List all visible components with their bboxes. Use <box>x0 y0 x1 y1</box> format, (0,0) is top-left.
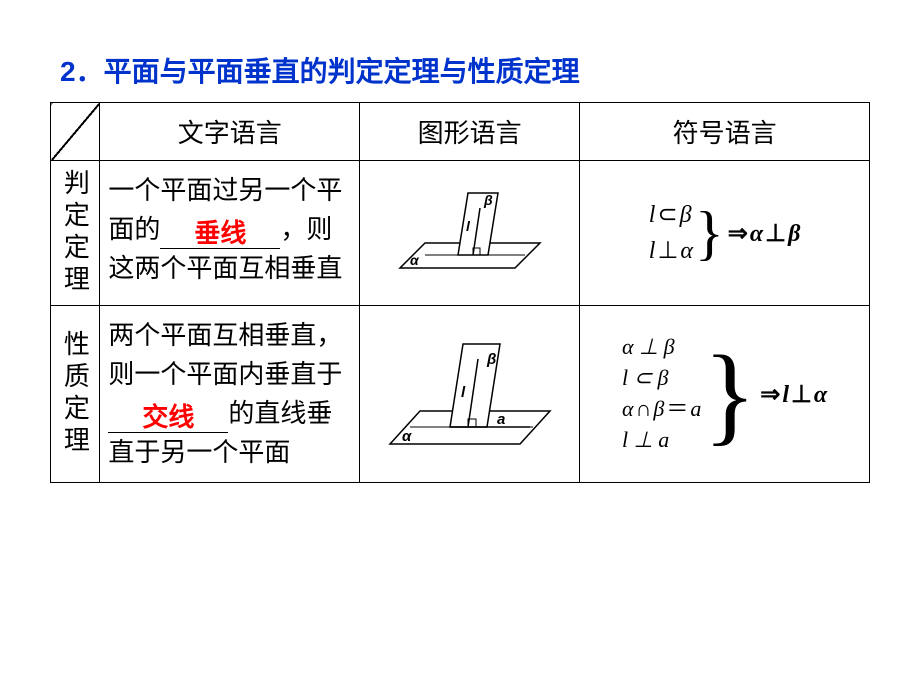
judgment-symbols: l⊂β l⊥α } ⇒α⊥β <box>580 161 870 306</box>
header-text: 文字语言 <box>100 103 360 161</box>
svg-text:α: α <box>402 428 412 445</box>
row-label-property: 性质定理 <box>51 306 100 483</box>
svg-text:α: α <box>410 252 420 268</box>
header-figure: 图形语言 <box>360 103 580 161</box>
property-text: 两个平面互相垂直，则一个平面内垂直于交线的直线垂直于另一个平面 <box>100 306 360 483</box>
property-figure: β l a α <box>360 306 580 483</box>
judgment-text: 一个平面过另一个平面的垂线，则这两个平面互相垂直 <box>100 161 360 306</box>
section-title: 2．平面与平面垂直的判定定理与性质定理 <box>50 50 870 90</box>
corner-cell <box>51 103 100 161</box>
row-label-judgment: 判定定理 <box>51 161 100 306</box>
svg-text:β: β <box>483 192 493 208</box>
header-symbol: 符号语言 <box>580 103 870 161</box>
svg-text:β: β <box>486 351 496 368</box>
svg-text:a: a <box>497 411 505 428</box>
property-symbols: α ⊥ β l ⊂ β α∩β＝a l ⊥ a } ⇒l⊥α <box>580 306 870 483</box>
judgment-figure: β l α <box>360 161 580 306</box>
judgment-blank: 垂线 <box>194 218 246 248</box>
plane-perp-icon: β l α <box>380 173 560 293</box>
plane-perp-line-icon: β l a α <box>375 319 565 469</box>
property-blank: 交线 <box>142 402 194 432</box>
theorem-table: 文字语言 图形语言 符号语言 判定定理 一个平面过另一个平面的垂线，则这两个平面… <box>50 102 870 483</box>
